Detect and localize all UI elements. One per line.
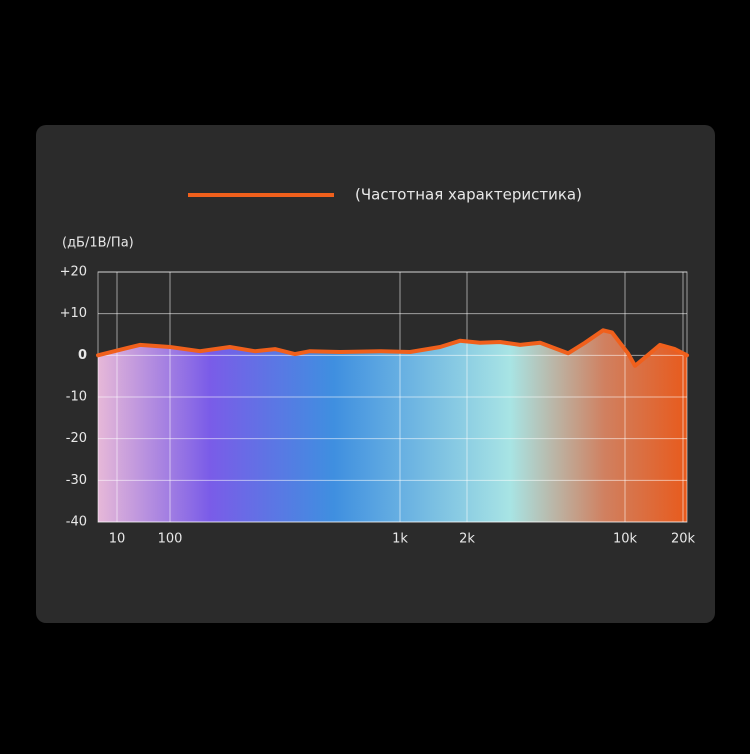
y-tick-label: +20 bbox=[60, 265, 87, 280]
y-tick-label: -40 bbox=[66, 515, 87, 530]
x-tick-label: 10 bbox=[109, 532, 126, 547]
area bbox=[98, 330, 687, 522]
y-axis-label: (дБ/1В/Па) bbox=[62, 236, 134, 251]
legend-label: (Частотная характеристика) bbox=[355, 186, 582, 204]
line bbox=[96, 328, 689, 368]
plot-frame bbox=[97, 271, 688, 523]
y-tick-label: -20 bbox=[66, 431, 87, 446]
y-tick-label: 0 bbox=[78, 348, 87, 363]
y-tick-label: +10 bbox=[60, 306, 87, 321]
y-tick-label: -10 bbox=[66, 390, 87, 405]
x-tick-label: 1k bbox=[392, 532, 408, 547]
x-tick-label: 10k bbox=[613, 532, 638, 547]
x-tick-label: 2k bbox=[459, 532, 475, 547]
y-tick-label: -30 bbox=[66, 473, 87, 488]
x-tick-label: 100 bbox=[158, 532, 183, 547]
x-tick-label: 20k bbox=[671, 532, 696, 547]
